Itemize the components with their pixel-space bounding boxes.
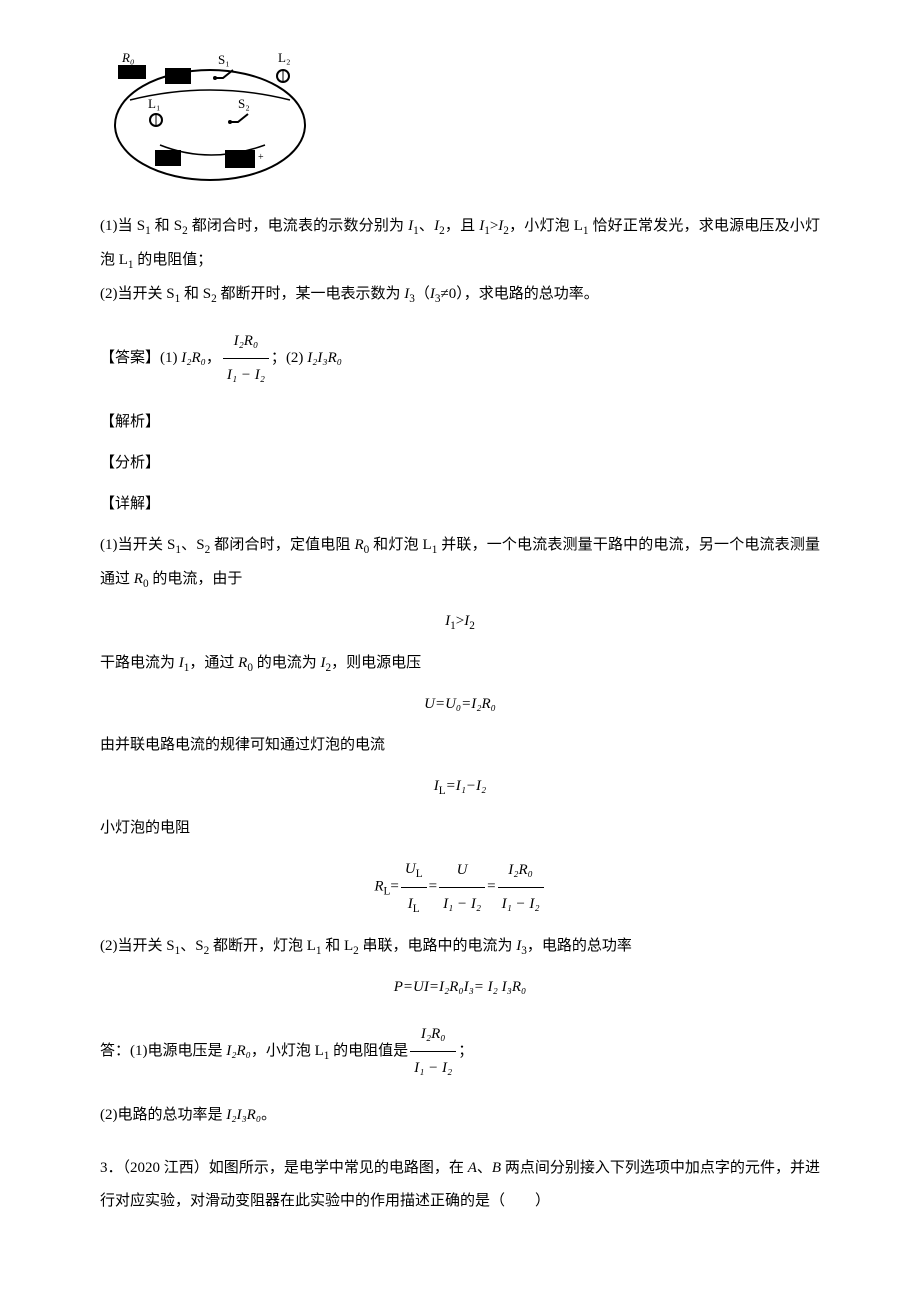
circuit-svg: R₀ S₁ L₂ L₁ S₂ + [100,50,320,190]
detail-4: 小灯泡的电阻 [100,812,820,845]
svg-text:L₂: L₂ [278,50,290,65]
svg-text:R₀: R₀ [121,50,134,65]
svg-text:S₂: S₂ [238,96,250,111]
analysis-label: 【解析】 [100,406,820,439]
equation-1: I1>I2 [100,605,820,639]
question-1: (1)当 S1 和 S2 都闭合时，电流表的示数分别为 I1、I2，且 I1>I… [100,210,820,278]
final-answer-2: (2)电路的总功率是 I₂I₃R₀。 [100,1099,820,1132]
detail-label: 【详解】 [100,488,820,521]
detail-3: 由并联电路电流的规律可知通过灯泡的电流 [100,729,820,762]
answer-line: 【答案】(1) I₂R₀，I₂R₀I₁ − I₂；(2) I₂I₃R₀ [100,325,820,392]
equation-2: U=U₀=I₂R₀ [100,688,820,721]
svg-text:L₁: L₁ [148,96,160,111]
svg-text:S₁: S₁ [218,52,230,67]
equation-3: IL=I₁−I₂ [100,770,820,804]
detail-2: 干路电流为 I1，通过 R0 的电流为 I2，则电源电压 [100,647,820,681]
circuit-diagram: R₀ S₁ L₂ L₁ S₂ + [100,50,320,190]
answer-fraction: I₂R₀I₁ − I₂ [223,325,269,392]
equation-4: RL=ULIL=UI₁ − I₂=I₂R₀I₁ − I₂ [100,853,820,922]
equation-5: P=UI=I₂R₀I₃= I₂ I₃R₀ [100,971,820,1004]
final-answer-1: 答：(1)电源电压是 I₂R₀，小灯泡 L1 的电阻值是I₂R₀I₁ − I₂； [100,1018,820,1085]
svg-text:+: + [258,152,264,163]
q1-text: (1)当 S [100,218,145,234]
question-3: 3．（2020 江西）如图所示，是电学中常见的电路图，在 A、B 两点间分别接入… [100,1152,820,1218]
detail-5: (2)当开关 S1、S2 都断开，灯泡 L1 和 L2 串联，电路中的电流为 I… [100,930,820,964]
detail-1: (1)当开关 S1、S2 都闭合时，定值电阻 R0 和灯泡 L1 并联，一个电流… [100,529,820,597]
question-2: (2)当开关 S1 和 S2 都断开时，某一电表示数为 I3（I3≠0），求电路… [100,278,820,312]
fenxi-label: 【分析】 [100,447,820,480]
